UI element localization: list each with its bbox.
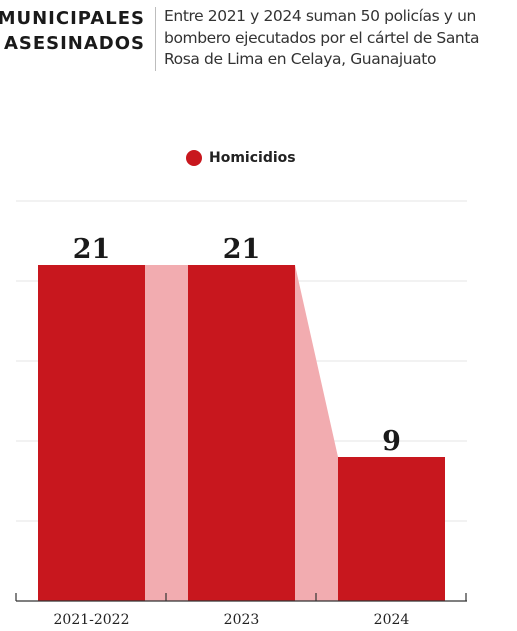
chart-subtitle: Entre 2021 y 2024 suman 50 policías y un…: [164, 6, 514, 71]
x-tick-label: 2024: [374, 612, 410, 628]
subtitle-line-1: Entre 2021 y 2024 suman 50 policías y un: [164, 7, 476, 25]
bar-connector: [295, 265, 338, 601]
legend-swatch-homicidios: [186, 150, 202, 166]
bar-2024: [338, 457, 445, 601]
data-label: 21: [223, 234, 261, 265]
kicker-line-1: MUNICIPALES: [0, 8, 145, 29]
subtitle-line-2: bombero ejecutados por el cártel de Sant…: [164, 28, 480, 47]
subtitle-line-3: Rosa de Lima en Celaya, Guanajuato: [164, 50, 437, 68]
legend-label-homicidios: Homicidios: [209, 150, 296, 166]
chart-legend: Homicidios: [186, 148, 296, 168]
kicker-line-2: ASESINADOS: [3, 33, 145, 54]
x-tick-label: 2023: [224, 612, 260, 628]
bar-connector: [145, 265, 188, 601]
data-label: 9: [382, 426, 401, 457]
data-label: 21: [73, 234, 111, 265]
header-divider: [155, 7, 156, 71]
bar-2021-2022: [38, 265, 145, 601]
chart-header: MUNICIPALES ASESINADOS Entre 2021 y 2024…: [0, 0, 517, 80]
bar-2023: [188, 265, 295, 601]
x-tick-label: 2021-2022: [54, 612, 130, 628]
chart-kicker: MUNICIPALES ASESINADOS: [0, 6, 145, 56]
